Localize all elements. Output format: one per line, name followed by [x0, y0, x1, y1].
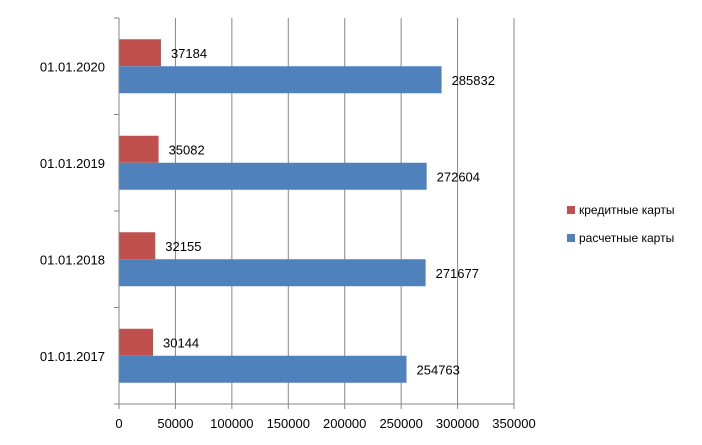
- x-tick-label: 300000: [436, 416, 479, 431]
- x-tick-label: 150000: [267, 416, 310, 431]
- bar-credit-cards: [119, 328, 154, 356]
- category-label: 01.01.2020: [40, 59, 105, 74]
- bar-layer: [119, 39, 442, 383]
- legend: кредитные карты расчетные карты: [567, 203, 675, 245]
- bar-credit-cards: [119, 135, 159, 163]
- x-tick-label: 50000: [157, 416, 193, 431]
- x-tick-label: 200000: [323, 416, 366, 431]
- data-label: 37184: [171, 46, 207, 61]
- data-label: 271677: [436, 266, 479, 281]
- x-tick-label: 0: [115, 416, 122, 431]
- bar-credit-cards: [119, 39, 161, 67]
- data-label: 32155: [165, 239, 201, 254]
- label-layer: 01.01.2017 30144 254763 01.01.2018 32155 2716…: [40, 46, 495, 378]
- legend-swatch: [567, 234, 575, 242]
- data-label: 254763: [417, 362, 460, 377]
- category-label: 01.01.2018: [40, 252, 105, 267]
- data-label: 30144: [163, 335, 199, 350]
- bar-settlement-cards: [119, 259, 426, 287]
- x-tick-label: 250000: [379, 416, 422, 431]
- legend-label: кредитные карты: [579, 203, 675, 217]
- category-label: 01.01.2017: [40, 349, 105, 364]
- legend-swatch: [567, 206, 575, 214]
- data-label: 35082: [169, 142, 205, 157]
- bar-credit-cards: [119, 232, 156, 260]
- axis-layer: 0 50000 100000 150000 200000 250000 300000 3500…: [114, 17, 536, 431]
- category-label: 01.01.2019: [40, 156, 105, 171]
- legend-label: расчетные карты: [579, 231, 674, 245]
- bar-settlement-cards: [119, 66, 442, 94]
- x-tick-label: 100000: [210, 416, 253, 431]
- bar-settlement-cards: [119, 355, 407, 383]
- bar-settlement-cards: [119, 162, 427, 190]
- data-label: 285832: [452, 73, 495, 88]
- x-tick-label: 350000: [492, 416, 535, 431]
- data-label: 272604: [437, 169, 480, 184]
